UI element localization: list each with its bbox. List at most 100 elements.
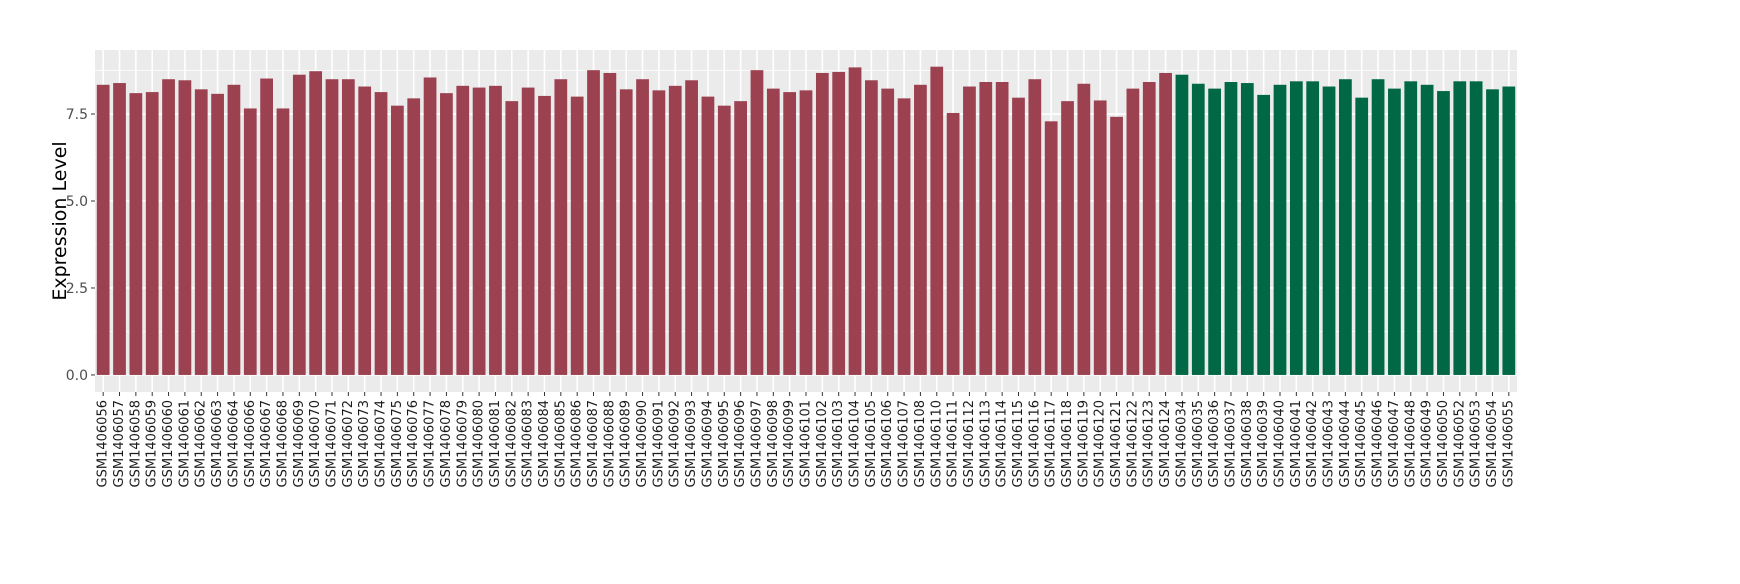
x-tick-label: GSM1406049 [1420, 400, 1435, 487]
x-tick-label: GSM1406058 [128, 400, 143, 487]
x-tick-label: GSM1406117 [1044, 400, 1059, 487]
bar-GSM1406124 [1159, 72, 1172, 375]
bar-GSM1406115 [1012, 97, 1025, 375]
bar-GSM1406088 [603, 72, 617, 375]
x-tick-label: GSM1406046 [1371, 400, 1386, 487]
x-tick-label: GSM1406064 [226, 400, 241, 487]
bars [96, 66, 1516, 375]
bar-GSM1406047 [1388, 88, 1401, 375]
bar-GSM1406058 [129, 93, 143, 375]
x-tick-label: GSM1406044 [1338, 400, 1353, 487]
bar-GSM1406046 [1371, 79, 1385, 375]
bar-GSM1406104 [848, 67, 862, 375]
x-tick-label: GSM1406120 [1093, 400, 1108, 487]
x-tick-label: GSM1406040 [1273, 400, 1288, 487]
x-tick-label: GSM1406061 [177, 400, 192, 487]
bar-GSM1406094 [701, 96, 715, 375]
bar-GSM1406041 [1289, 81, 1303, 375]
y-axis-label: Expression Level [49, 141, 71, 300]
x-tick-label: GSM1406057 [112, 400, 127, 487]
bar-GSM1406043 [1322, 86, 1336, 375]
bar-GSM1406121 [1110, 116, 1123, 375]
bar-GSM1406059 [145, 92, 159, 375]
bar-GSM1406078 [440, 93, 453, 375]
x-tick-label: GSM1406045 [1354, 400, 1369, 487]
bar-GSM1406099 [783, 92, 797, 375]
x-tick-label: GSM1406113 [978, 400, 993, 487]
bar-GSM1406084 [538, 95, 551, 375]
x-tick-label: GSM1406050 [1436, 400, 1451, 487]
x-tick-label: GSM1406118 [1060, 400, 1075, 487]
bar-GSM1406044 [1339, 79, 1352, 375]
bar-GSM1406105 [865, 80, 878, 375]
bar-GSM1406106 [881, 88, 895, 375]
x-tick-label: GSM1406114 [995, 400, 1010, 487]
x-tick-label: GSM1406047 [1387, 400, 1402, 487]
x-tick-label: GSM1406075 [390, 400, 405, 487]
x-tick-label: GSM1406110 [929, 400, 944, 487]
x-tick-label: GSM1406124 [1158, 400, 1173, 487]
x-tick-label: GSM1406098 [766, 400, 781, 487]
x-tick-label: GSM1406067 [259, 400, 274, 487]
bar-GSM1406066 [243, 108, 257, 375]
y-tick-label: 5.0 [66, 194, 88, 210]
bar-GSM1406075 [391, 105, 404, 375]
x-tick-label: GSM1406097 [749, 400, 764, 487]
x-tick-label: GSM1406079 [455, 400, 470, 487]
x-tick-label: GSM1406095 [717, 400, 732, 487]
x-tick-label: GSM1406038 [1240, 400, 1255, 487]
bar-GSM1406086 [570, 96, 584, 375]
bar-GSM1406116 [1028, 79, 1042, 375]
bar-GSM1406077 [423, 77, 437, 375]
y-tick-label: 7.5 [66, 107, 88, 123]
bar-GSM1406108 [914, 84, 927, 375]
bar-GSM1406056 [96, 84, 110, 375]
x-tick-label: GSM1406123 [1142, 400, 1157, 487]
bar-GSM1406111 [946, 112, 960, 375]
x-tick-label: GSM1406036 [1207, 400, 1222, 487]
bar-GSM1406080 [472, 87, 486, 375]
bar-GSM1406118 [1061, 101, 1074, 375]
bar-GSM1406113 [979, 82, 993, 375]
x-tick-label: GSM1406119 [1076, 400, 1091, 487]
x-tick-label: GSM1406072 [341, 400, 356, 487]
bar-GSM1406101 [799, 90, 813, 375]
bar-GSM1406035 [1191, 83, 1205, 375]
x-tick-label: GSM1406071 [325, 400, 340, 487]
x-tick-label: GSM1406062 [194, 400, 209, 487]
bar-GSM1406053 [1469, 81, 1483, 375]
bar-GSM1406076 [407, 98, 421, 375]
x-tick-label: GSM1406041 [1289, 400, 1304, 487]
bar-GSM1406039 [1257, 94, 1271, 375]
x-tick-label: GSM1406107 [897, 400, 912, 487]
x-tick-label: GSM1406068 [275, 400, 290, 487]
x-tick-label: GSM1406099 [782, 400, 797, 487]
x-tick-label: GSM1406054 [1485, 400, 1500, 487]
x-tick-label: GSM1406115 [1011, 400, 1026, 487]
y-tick-label: 2.5 [66, 281, 88, 297]
x-tick-label: GSM1406108 [913, 400, 928, 487]
bar-GSM1406071 [325, 79, 339, 375]
x-tick-label: GSM1406112 [962, 400, 977, 487]
x-tick-label: GSM1406037 [1223, 400, 1238, 487]
x-tick-label: GSM1406080 [472, 400, 487, 487]
x-tick-label: GSM1406093 [684, 400, 699, 487]
bar-GSM1406092 [668, 85, 682, 375]
bar-GSM1406093 [685, 80, 698, 375]
bar-GSM1406074 [374, 92, 388, 375]
x-tick-label: GSM1406063 [210, 400, 225, 487]
bar-GSM1406097 [750, 70, 764, 375]
x-axis: GSM1406056 GSM1406057 GSM1406058 GSM1406059… [96, 392, 1516, 487]
x-tick-label: GSM1406111 [946, 400, 961, 487]
x-tick-label: GSM1406092 [668, 400, 683, 487]
bar-GSM1406070 [309, 71, 323, 375]
bar-GSM1406069 [292, 74, 306, 375]
bar-GSM1406055 [1502, 86, 1516, 375]
x-tick-label: GSM1406083 [521, 400, 536, 487]
bar-GSM1406062 [194, 89, 208, 375]
bar-GSM1406123 [1142, 82, 1156, 375]
x-tick-label: GSM1406090 [635, 400, 650, 487]
x-tick-label: GSM1406056 [96, 400, 111, 487]
bar-GSM1406120 [1093, 100, 1107, 375]
bar-GSM1406107 [897, 98, 911, 375]
